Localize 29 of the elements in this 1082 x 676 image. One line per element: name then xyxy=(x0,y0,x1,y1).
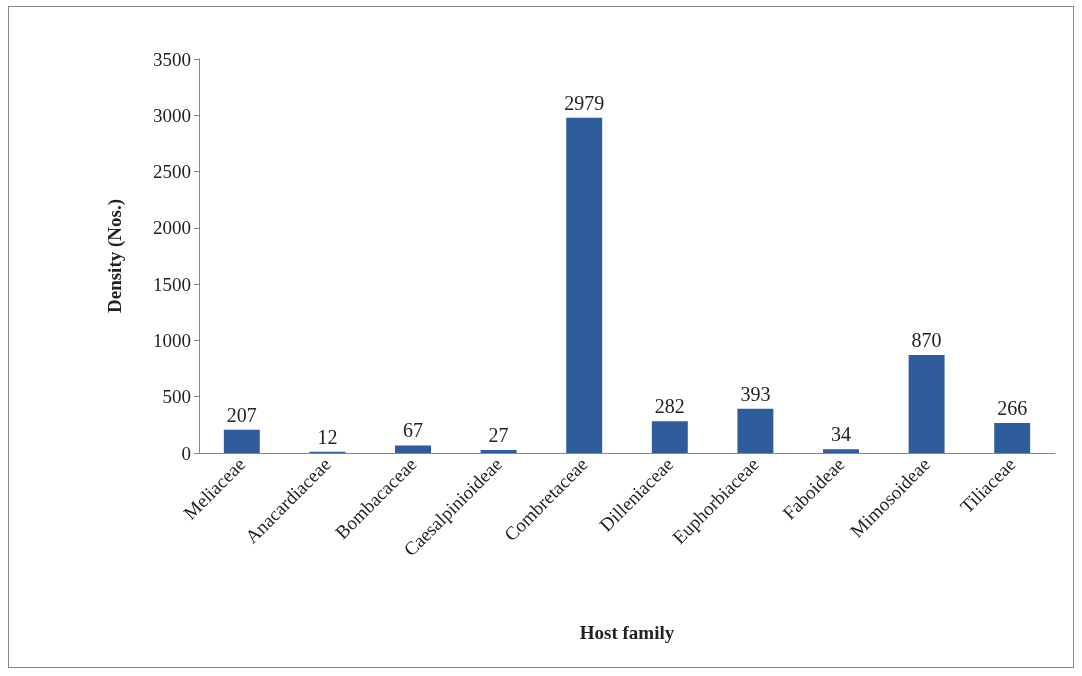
y-tick-label: 1500 xyxy=(153,273,191,295)
data-label: 12 xyxy=(317,425,338,448)
data-label: 67 xyxy=(403,419,423,442)
bar xyxy=(994,423,1031,453)
bar xyxy=(566,117,603,453)
data-label: 393 xyxy=(740,382,771,405)
y-tick-label: 3000 xyxy=(153,104,191,126)
data-label: 282 xyxy=(654,395,685,418)
data-label: 266 xyxy=(997,397,1028,420)
bar xyxy=(823,449,859,453)
y-tick-label: 2000 xyxy=(153,217,191,239)
y-tick-label: 1000 xyxy=(153,329,191,351)
y-tick-label: 0 xyxy=(181,442,191,464)
data-label: 2979 xyxy=(564,91,605,114)
bar xyxy=(480,449,517,453)
data-label: 207 xyxy=(226,403,257,426)
bar xyxy=(395,445,431,453)
data-label: 34 xyxy=(831,423,851,446)
bar xyxy=(737,408,774,453)
y-tick-label: 2500 xyxy=(153,161,191,183)
y-axis-title: Density (Nos.) xyxy=(104,199,126,313)
y-tick-label: 3500 xyxy=(153,48,191,70)
data-label: 870 xyxy=(911,329,942,352)
x-axis-title: Host family xyxy=(579,622,675,643)
y-tick-label: 500 xyxy=(162,386,191,408)
data-label: 27 xyxy=(488,423,509,446)
bar xyxy=(223,429,260,453)
bar xyxy=(908,355,945,453)
bar xyxy=(651,421,688,453)
